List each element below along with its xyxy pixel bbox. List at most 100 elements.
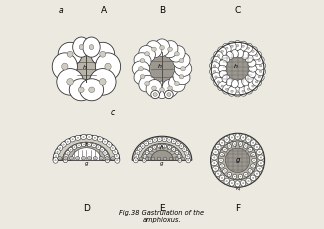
Ellipse shape <box>244 43 253 53</box>
Ellipse shape <box>144 160 145 161</box>
Ellipse shape <box>154 81 170 98</box>
Ellipse shape <box>221 85 224 87</box>
Ellipse shape <box>87 134 92 139</box>
Ellipse shape <box>110 145 115 151</box>
Ellipse shape <box>242 52 249 60</box>
Ellipse shape <box>236 91 239 93</box>
Ellipse shape <box>224 136 229 142</box>
Ellipse shape <box>96 53 121 80</box>
Ellipse shape <box>171 139 176 144</box>
Ellipse shape <box>142 158 146 162</box>
Ellipse shape <box>134 53 151 68</box>
Ellipse shape <box>70 137 75 142</box>
Circle shape <box>150 57 174 81</box>
Ellipse shape <box>70 157 74 160</box>
Ellipse shape <box>67 152 68 153</box>
Ellipse shape <box>72 139 74 140</box>
Ellipse shape <box>146 41 162 58</box>
Ellipse shape <box>179 144 184 148</box>
Ellipse shape <box>233 174 237 179</box>
Ellipse shape <box>248 70 256 77</box>
Ellipse shape <box>217 55 220 57</box>
Ellipse shape <box>174 61 192 76</box>
Ellipse shape <box>140 58 145 63</box>
Ellipse shape <box>83 37 100 57</box>
Text: C: C <box>235 6 241 15</box>
Ellipse shape <box>53 157 58 163</box>
Ellipse shape <box>105 63 111 70</box>
Ellipse shape <box>254 56 264 65</box>
Ellipse shape <box>154 139 156 141</box>
Ellipse shape <box>242 78 249 86</box>
Ellipse shape <box>259 71 262 73</box>
Ellipse shape <box>137 152 138 153</box>
Ellipse shape <box>245 145 246 146</box>
Ellipse shape <box>106 158 108 159</box>
Ellipse shape <box>184 149 185 150</box>
Ellipse shape <box>83 158 84 159</box>
Ellipse shape <box>80 79 104 101</box>
Ellipse shape <box>170 158 172 159</box>
Ellipse shape <box>218 47 227 56</box>
Text: g: g <box>235 157 240 163</box>
Ellipse shape <box>256 67 266 76</box>
Ellipse shape <box>242 183 244 184</box>
Text: h: h <box>158 64 162 69</box>
Ellipse shape <box>244 84 253 94</box>
Ellipse shape <box>162 41 178 58</box>
Ellipse shape <box>242 90 244 92</box>
Ellipse shape <box>168 145 171 149</box>
Ellipse shape <box>74 147 75 148</box>
Polygon shape <box>63 142 110 160</box>
Ellipse shape <box>145 52 149 56</box>
Ellipse shape <box>106 156 108 157</box>
Ellipse shape <box>154 147 155 148</box>
Ellipse shape <box>233 142 237 146</box>
Ellipse shape <box>63 158 67 163</box>
Ellipse shape <box>165 90 173 99</box>
Ellipse shape <box>222 75 230 82</box>
Ellipse shape <box>239 41 247 51</box>
Ellipse shape <box>167 93 171 96</box>
Ellipse shape <box>99 79 106 85</box>
Ellipse shape <box>134 154 139 159</box>
Ellipse shape <box>150 141 151 142</box>
Ellipse shape <box>220 153 225 157</box>
Ellipse shape <box>53 153 59 159</box>
Circle shape <box>211 133 265 187</box>
Ellipse shape <box>242 45 244 47</box>
Ellipse shape <box>160 88 164 92</box>
Ellipse shape <box>224 178 229 184</box>
Ellipse shape <box>223 43 231 53</box>
Ellipse shape <box>152 138 157 142</box>
Ellipse shape <box>117 160 118 161</box>
Ellipse shape <box>71 158 73 159</box>
Ellipse shape <box>221 177 223 179</box>
Ellipse shape <box>92 135 98 140</box>
Ellipse shape <box>255 55 258 57</box>
Ellipse shape <box>213 65 216 67</box>
Ellipse shape <box>105 157 109 160</box>
Ellipse shape <box>235 134 240 140</box>
Ellipse shape <box>78 145 80 146</box>
Ellipse shape <box>103 150 107 155</box>
Ellipse shape <box>109 144 110 145</box>
Ellipse shape <box>58 145 63 151</box>
Ellipse shape <box>144 141 149 146</box>
Ellipse shape <box>139 75 156 92</box>
Ellipse shape <box>248 60 256 67</box>
Ellipse shape <box>95 158 96 159</box>
Ellipse shape <box>139 67 143 71</box>
Ellipse shape <box>252 77 261 86</box>
Ellipse shape <box>134 69 151 85</box>
Circle shape <box>144 51 180 87</box>
Ellipse shape <box>153 145 156 149</box>
Ellipse shape <box>175 82 179 86</box>
Ellipse shape <box>102 149 103 150</box>
Ellipse shape <box>252 142 254 143</box>
Ellipse shape <box>219 60 227 67</box>
Ellipse shape <box>229 180 235 186</box>
Ellipse shape <box>93 157 97 160</box>
Ellipse shape <box>102 139 108 144</box>
Ellipse shape <box>237 80 244 88</box>
